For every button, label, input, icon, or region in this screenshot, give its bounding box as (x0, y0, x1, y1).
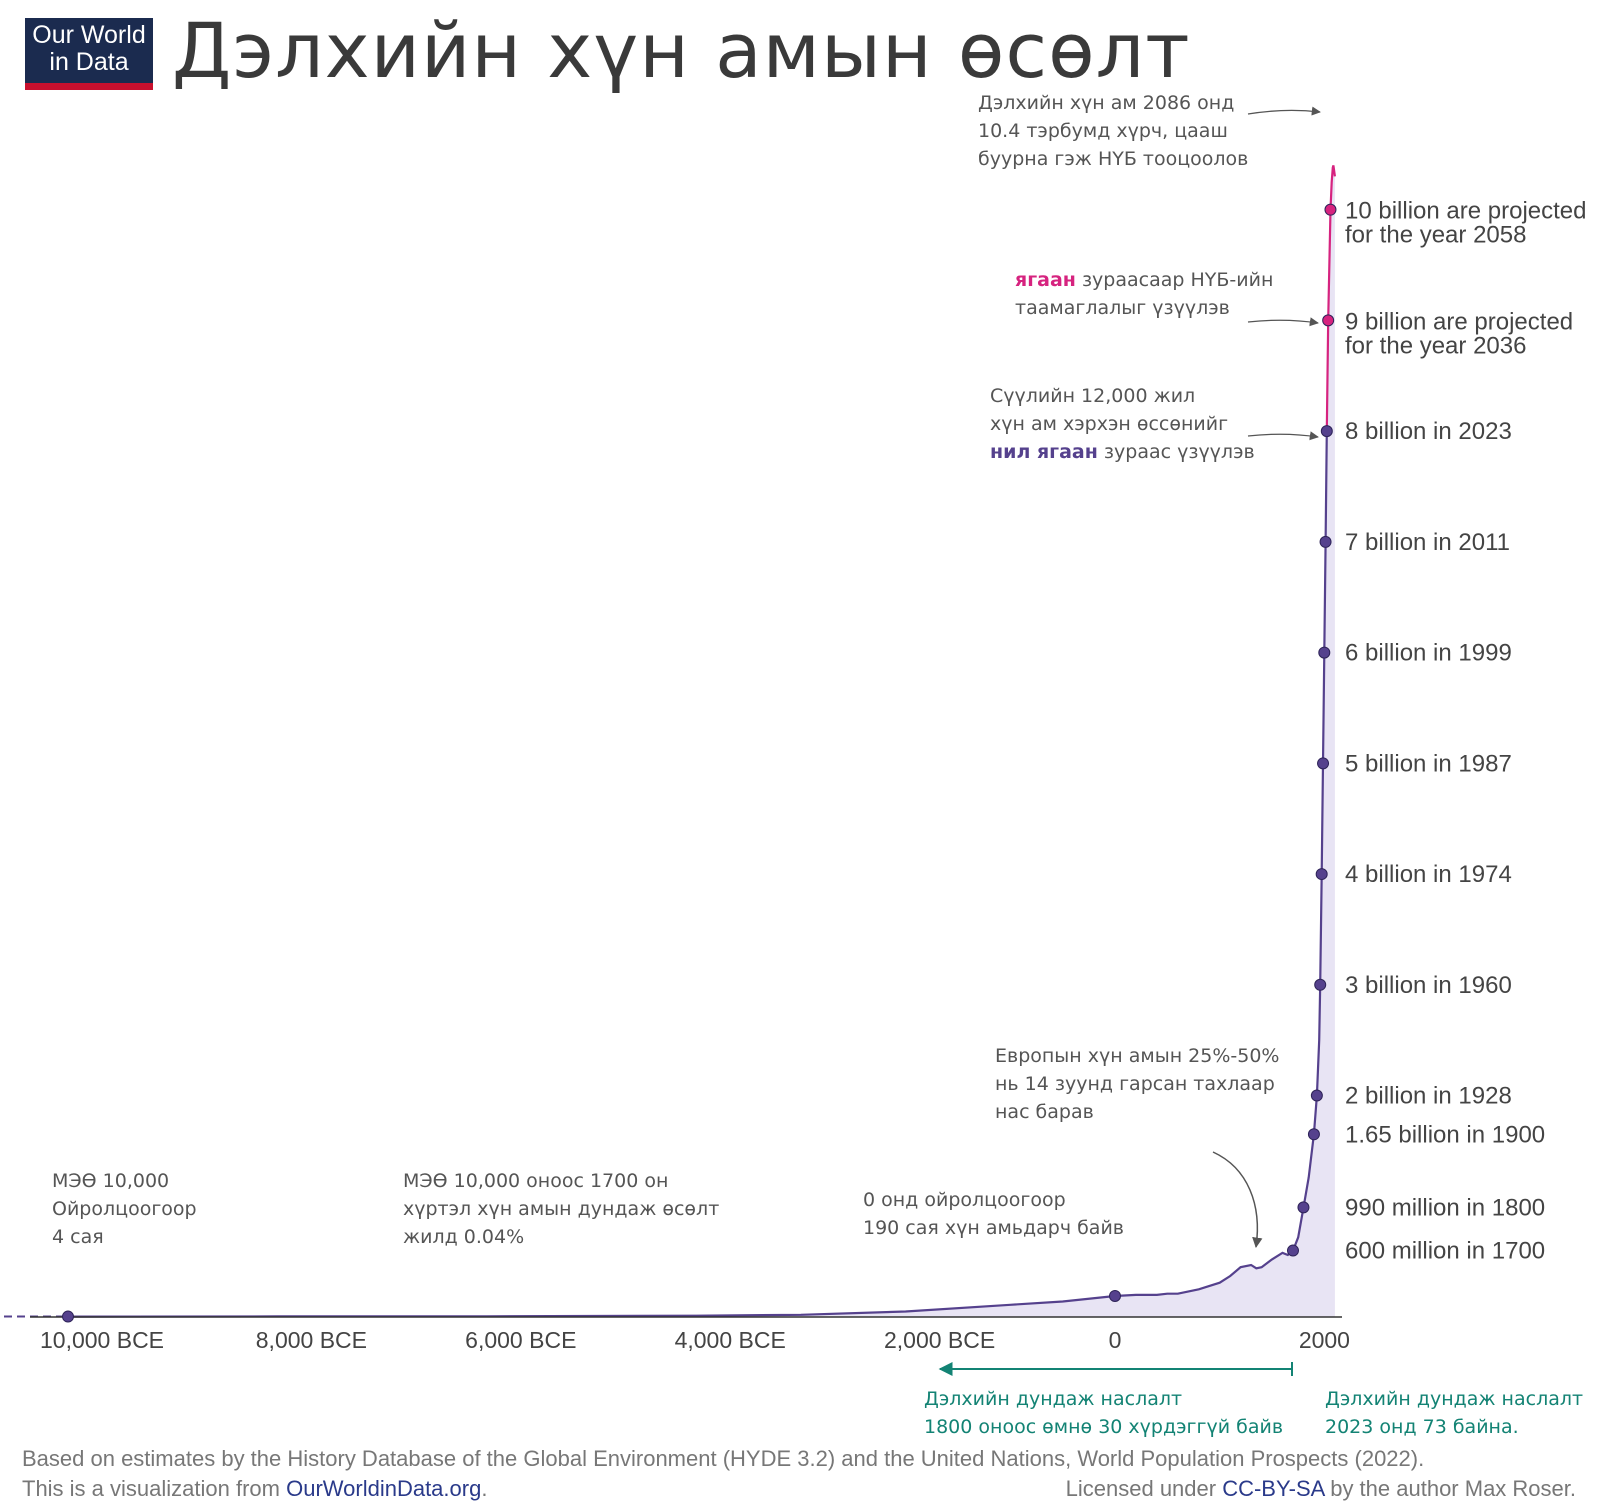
milestone-label: 9 billion are projected (1345, 308, 1573, 335)
peak-arrow (1247, 106, 1321, 116)
logo-line-2: in Data (49, 48, 129, 76)
milestone-label: 4 billion in 1974 (1345, 861, 1512, 888)
milestone-point (1307, 1128, 1320, 1141)
annotation-peak-line-3: буурна гэж НҮБ тооцоолов (978, 148, 1248, 170)
milestone-point (1324, 203, 1337, 216)
annotation-blue-line: Сүүлийн 12,000 жил хүн ам хэрхэн өссөний… (990, 385, 1319, 463)
series-layer (4, 165, 1336, 1318)
milestone-label: 600 million in 1700 (1345, 1238, 1545, 1265)
milestone-label: 5 billion in 1987 (1345, 750, 1512, 777)
annotation-start: МЭӨ 10,000 Ойролцоогоор 4 сая (52, 1170, 197, 1248)
license-note: Licensed under CC-BY-SA by the author Ma… (1066, 1476, 1576, 1501)
owid-link[interactable]: OurWorldinData.org (286, 1476, 481, 1501)
x-tick-label: 2000 (1299, 1327, 1350, 1353)
pink-line-arrow (1247, 317, 1319, 327)
milestone-label: 990 million in 1800 (1345, 1194, 1545, 1221)
annotation-growth-line-3: жилд 0.04% (403, 1226, 524, 1248)
milestone-point (1320, 425, 1333, 438)
life-left-line-2: 1800 оноос өмнө 30 хүрдэггүй байв (924, 1416, 1283, 1438)
annotation-start-line-1: МЭӨ 10,000 (52, 1170, 169, 1192)
data-points (62, 203, 1337, 1323)
data-point (62, 1310, 74, 1323)
annotation-blue-line-3: нил ягаан зураас үзүүлэв (990, 441, 1255, 463)
annotation-blue-line-rest: зураас үзүүлэв (1098, 441, 1255, 463)
annotation-year-zero: 0 онд ойролцоогоор 190 сая хүн амьдарч б… (863, 1189, 1124, 1239)
annotation-peak-line-2: 10.4 тэрбумд хүрч, цааш (978, 120, 1228, 142)
annotation-blue-line-1: Сүүлийн 12,000 жил (990, 385, 1195, 407)
population-area (68, 165, 1335, 1317)
license-link[interactable]: CC-BY-SA (1222, 1476, 1325, 1501)
annotation-plague: Европын хүн амын 25%-50% нь 14 зуунд гар… (995, 1045, 1279, 1249)
milestone-point (1317, 757, 1330, 770)
annotation-growth-line-2: хүртэл хүн амын дундаж өсөлт (403, 1198, 719, 1220)
milestone-label: 2 billion in 1928 (1345, 1083, 1512, 1110)
annotation-blue-line-bold: нил ягаан (990, 441, 1098, 463)
annotation-plague-line-3: нас барав (995, 1101, 1094, 1123)
milestone-label: 6 billion in 1999 (1345, 640, 1512, 667)
x-tick-label: 2,000 BCE (884, 1327, 995, 1353)
license-suffix: by the author Max Roser. (1324, 1476, 1576, 1501)
annotation-growth-line-1: МЭӨ 10,000 оноос 1700 он (403, 1170, 668, 1192)
historical-line (67, 431, 1328, 1318)
source-note: Based on estimates by the History Databa… (22, 1446, 1424, 1471)
x-tick-label: 0 (1109, 1327, 1122, 1353)
x-axis: 10,000 BCE 8,000 BCE 6,000 BCE 4,000 BCE 2,0… (30, 1316, 1350, 1353)
license-prefix: Licensed under (1066, 1476, 1223, 1501)
annotation-year-zero-line-2: 190 сая хүн амьдарч байв (863, 1217, 1124, 1239)
milestone-label: 7 billion in 2011 (1345, 529, 1510, 556)
milestone-labels: 600 million in 1700 990 million in 1800 1.… (1345, 198, 1587, 1265)
milestone-point (1322, 314, 1335, 327)
page-title: Дэлхийн хүн амын өсөлт (172, 6, 1191, 95)
milestone-label-2: for the year 2058 (1345, 222, 1526, 249)
milestone-label: 1.65 billion in 1900 (1345, 1121, 1545, 1148)
milestone-label: 8 billion in 2023 (1345, 418, 1512, 445)
plague-arrow (1212, 1151, 1263, 1249)
projection-line (1325, 165, 1336, 432)
annotation-pink-line: ягаан зураасаар НҮБ-ийн таамаглалыг үзүү… (1015, 269, 1319, 327)
milestone-point (1310, 1089, 1323, 1102)
logo-line-1: Our World (32, 21, 146, 49)
annotation-growth: МЭӨ 10,000 оноос 1700 он хүртэл хүн амын… (403, 1170, 719, 1248)
milestone-point (1319, 535, 1332, 548)
credit-prefix: This is a visualization from (22, 1476, 286, 1501)
milestone-point (1286, 1244, 1299, 1257)
footer: Based on estimates by the History Databa… (22, 1446, 1576, 1501)
annotation-start-line-3: 4 сая (52, 1226, 104, 1248)
visualization-credit: This is a visualization from OurWorldinD… (22, 1476, 487, 1501)
annotation-peak: Дэлхийн хүн ам 2086 онд 10.4 тэрбумд хүр… (978, 92, 1321, 170)
x-tick-label: 4,000 BCE (675, 1327, 786, 1353)
milestone-label: 3 billion in 1960 (1345, 972, 1512, 999)
life-right-line-1: Дэлхийн дундаж наслалт (1325, 1388, 1583, 1410)
blue-line-arrow (1247, 431, 1319, 441)
annotation-blue-line-2: хүн ам хэрхэн өссөнийг (990, 413, 1228, 435)
life-left-line-1: Дэлхийн дундаж наслалт (924, 1388, 1182, 1410)
x-tick-label: 8,000 BCE (256, 1327, 367, 1353)
annotation-pink-line-1: ягаан зураасаар НҮБ-ийн (1015, 269, 1273, 291)
x-tick-label: 6,000 BCE (465, 1327, 576, 1353)
milestone-label: 10 billion are projected (1345, 198, 1587, 225)
annotation-pink-line-2: таамаглалыг үзүүлэв (1015, 297, 1230, 319)
milestone-point (1318, 646, 1331, 659)
annotation-pink-line-rest: зураасаар НҮБ-ийн (1076, 269, 1273, 291)
life-expectancy-note: Дэлхийн дундаж наслалт 1800 оноос өмнө 3… (924, 1362, 1583, 1438)
data-point (1109, 1289, 1121, 1302)
annotation-pink-line-bold: ягаан (1015, 269, 1076, 291)
milestone-point (1314, 978, 1327, 991)
credit-suffix: . (481, 1476, 487, 1501)
x-tick-label: 10,000 BCE (40, 1327, 164, 1353)
annotation-plague-line-1: Европын хүн амын 25%-50% (995, 1045, 1279, 1067)
annotation-peak-line-1: Дэлхийн хүн ам 2086 онд (978, 92, 1234, 114)
milestone-label-2: for the year 2036 (1345, 332, 1526, 359)
milestone-point (1297, 1201, 1310, 1214)
milestone-point (1315, 868, 1328, 881)
life-right-line-2: 2023 онд 73 байна. (1325, 1416, 1519, 1438)
annotation-year-zero-line-1: 0 онд ойролцоогоор (863, 1189, 1066, 1211)
owid-logo[interactable]: Our World in Data (25, 18, 153, 90)
annotation-start-line-2: Ойролцоогоор (52, 1198, 197, 1220)
annotation-plague-line-2: нь 14 зуунд гарсан тахлаар (995, 1073, 1275, 1095)
